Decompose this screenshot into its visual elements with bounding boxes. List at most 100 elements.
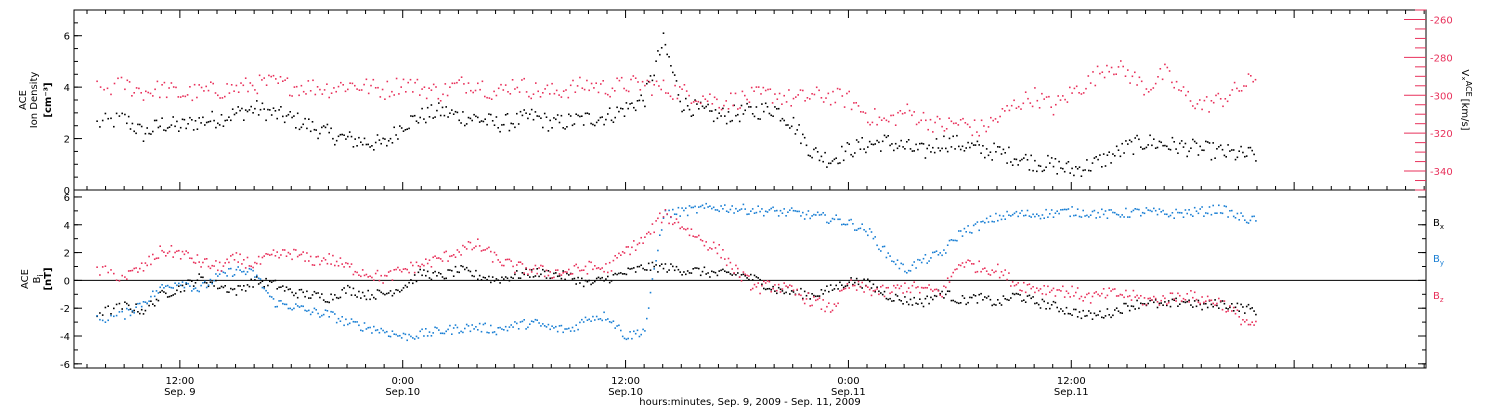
density-point [319, 132, 321, 135]
Bz-point [763, 280, 765, 283]
Bx-point [269, 280, 271, 283]
Bz-point [1151, 299, 1153, 301]
Bx-point [590, 283, 592, 286]
By-point [959, 230, 962, 232]
vx-point [1078, 92, 1080, 94]
Bz-point [891, 291, 893, 293]
Bx-point [198, 273, 200, 275]
Bx-point [757, 277, 759, 279]
Bx-point [774, 290, 776, 292]
vx-point [820, 97, 823, 99]
Bx-point [1167, 300, 1170, 302]
density-point [920, 142, 923, 145]
density-point [322, 125, 325, 127]
Bz-point [157, 257, 160, 259]
vx-point [730, 92, 732, 95]
Bx-point [566, 272, 568, 275]
Bz-point [423, 264, 425, 267]
vx-point [407, 81, 409, 84]
b-legend: Bx By Bz [1433, 218, 1444, 304]
Bz-point [1125, 289, 1127, 292]
Bz-point [893, 284, 895, 287]
Bx-point [560, 277, 563, 280]
density-point [434, 116, 436, 118]
density-point [592, 123, 594, 126]
vx-point [607, 93, 609, 96]
By-point [829, 220, 832, 223]
Bx-point [913, 296, 915, 299]
By-point [159, 286, 161, 289]
density-point [1099, 154, 1101, 156]
Bz-point [309, 255, 312, 258]
x-tick-time: 12:00 [1057, 376, 1086, 387]
Bz-point [354, 270, 356, 273]
legend-bx: Bx [1433, 218, 1444, 231]
density-point [386, 144, 388, 147]
vx-point [572, 79, 574, 82]
vx-point [658, 85, 660, 87]
vx-point [170, 82, 173, 84]
Bx-point [1056, 306, 1058, 309]
By-point [740, 208, 743, 210]
Bx-point [473, 275, 475, 278]
vx-point [860, 111, 862, 113]
By-point [454, 324, 457, 326]
density-point [423, 118, 425, 120]
Bx-point [289, 288, 291, 290]
Bx-point [389, 290, 392, 292]
Bx-point [360, 297, 362, 299]
density-point [1110, 162, 1112, 164]
density-point [170, 124, 173, 126]
vx-point [335, 90, 337, 93]
Bx-point [363, 295, 366, 297]
Bz-point [1206, 295, 1209, 298]
Bx-point [963, 297, 966, 299]
Bx-point [187, 279, 189, 281]
density-point [647, 80, 650, 83]
By-point [438, 329, 440, 331]
By-point [215, 273, 217, 275]
By-point [1036, 213, 1038, 215]
Bz-point [906, 290, 908, 293]
Bz-point [800, 294, 802, 297]
Bx-point [512, 277, 514, 279]
By-point [1166, 213, 1168, 216]
density-point [1218, 146, 1220, 148]
Bz-point [620, 254, 622, 256]
Bz-point [1197, 301, 1200, 304]
Bx-point [1173, 299, 1175, 301]
By-point [815, 214, 817, 216]
Bz-point [653, 231, 655, 234]
vx-point [1004, 110, 1006, 112]
vx-point [1045, 96, 1048, 98]
Bz-point [1164, 297, 1166, 300]
density-point [1123, 152, 1125, 154]
vx-point [217, 94, 219, 97]
density-point [506, 113, 509, 115]
Bz-point [1054, 295, 1057, 297]
density-point [852, 155, 854, 158]
density-point [776, 108, 778, 110]
Bz-point [235, 252, 238, 254]
Bz-point [356, 271, 358, 274]
Bz-point [1205, 300, 1207, 302]
vx-point [1145, 88, 1148, 90]
Bx-point [701, 270, 704, 273]
density-point [1089, 170, 1092, 172]
Bz-point [634, 249, 637, 251]
vx-point [836, 87, 839, 90]
By-point [577, 328, 579, 331]
density-point [295, 127, 297, 129]
Bx-point [235, 294, 238, 296]
Bx-point [820, 289, 823, 291]
vx-point [1057, 95, 1059, 97]
Bx-point [456, 271, 459, 273]
Bx-point [900, 300, 902, 302]
Bz-point [1024, 291, 1027, 294]
Bz-point [841, 289, 843, 292]
density-point [404, 129, 407, 131]
vx-point [1001, 108, 1004, 110]
density-point [965, 147, 967, 149]
density-point [144, 132, 147, 135]
By-point [274, 306, 277, 308]
